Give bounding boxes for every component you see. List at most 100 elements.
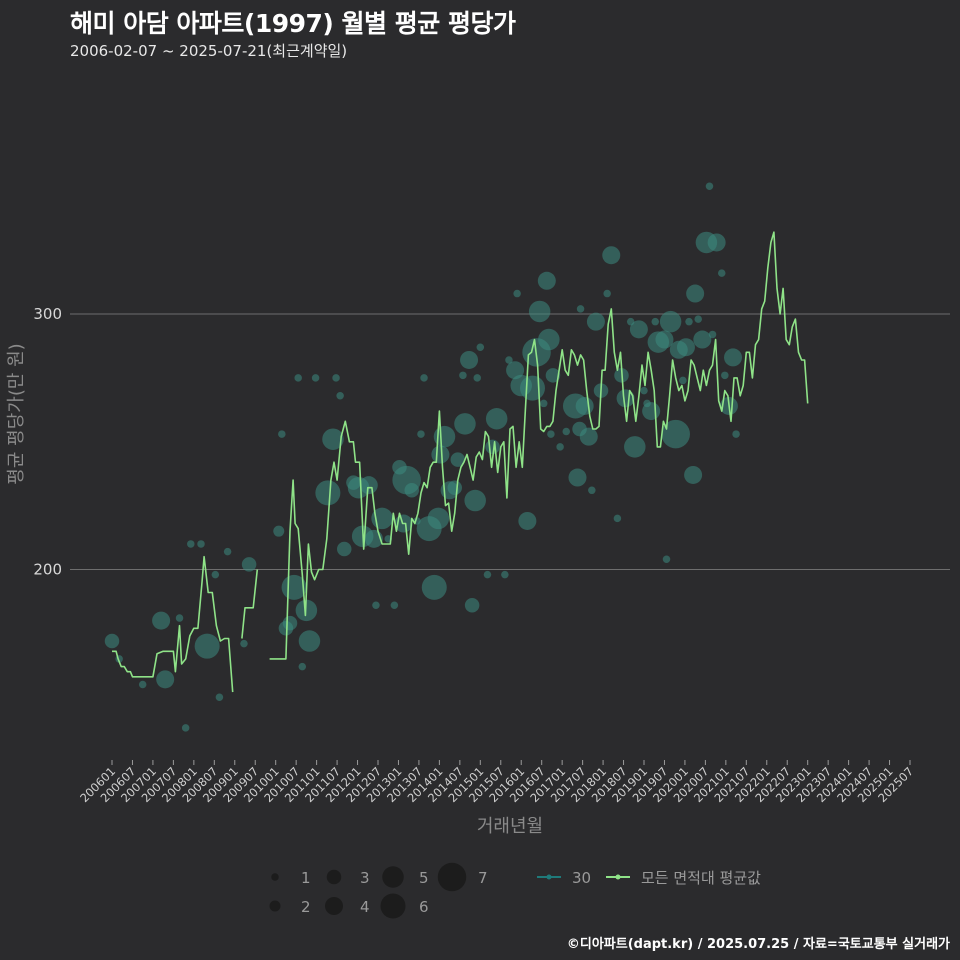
bubble-point xyxy=(655,330,674,349)
bubble-point xyxy=(662,555,671,564)
y-tick-layer: 200 300 xyxy=(33,305,62,579)
source-credit: ©디아파트(dapt.kr) / 2025.07.25 / 자료=국토교통부 실… xyxy=(566,937,950,952)
bubble-point xyxy=(576,305,585,313)
bubble-point xyxy=(556,443,564,451)
bubble-point xyxy=(568,468,587,487)
bubble-point xyxy=(459,371,467,380)
bubble-point xyxy=(336,541,352,557)
bubble-point xyxy=(322,428,344,450)
bubble-point xyxy=(315,480,341,506)
bubble-point xyxy=(464,598,480,613)
bubble-point xyxy=(693,330,712,349)
legend: 1 2 3 4 5 6 7 30 모든 면적대 평균값 xyxy=(269,862,761,919)
bubble-point xyxy=(390,601,399,610)
bubble-point xyxy=(211,570,220,579)
bubble-point xyxy=(215,693,224,701)
bubble-point xyxy=(676,338,695,357)
bubble-point xyxy=(298,662,307,671)
bubble-point xyxy=(404,483,420,498)
bubble-point xyxy=(501,570,509,579)
bubble-point xyxy=(545,368,561,383)
bubble-point xyxy=(485,408,508,430)
bubble-point xyxy=(539,399,548,408)
bubble-point xyxy=(629,320,648,339)
average-line-segment xyxy=(112,555,234,693)
legend-size-label: 4 xyxy=(360,898,370,916)
bubble-point xyxy=(732,430,740,438)
legend-area-label: 30 xyxy=(572,869,591,887)
legend-size-circle xyxy=(437,862,467,892)
x-tick-layer: 2006012006072007012007072008012008072009… xyxy=(77,760,916,805)
bubble-point xyxy=(686,284,705,303)
bubble-point xyxy=(519,375,545,401)
legend-size-circle xyxy=(380,893,406,919)
bubble-point xyxy=(298,630,321,652)
y-tick-label: 200 xyxy=(33,561,62,579)
bubble-point xyxy=(431,445,450,464)
bubble-point xyxy=(273,525,285,537)
bubble-point xyxy=(721,371,729,380)
bubble-point xyxy=(679,376,687,385)
bubble-point xyxy=(505,356,513,364)
bubble-point xyxy=(538,328,560,351)
grid-layer xyxy=(70,313,950,570)
bubble-point xyxy=(724,348,743,367)
bubble-point xyxy=(194,633,220,659)
legend-size-label: 7 xyxy=(478,869,488,887)
bubble-point xyxy=(336,392,344,400)
bubble-point xyxy=(450,452,466,467)
bubble-point xyxy=(616,389,635,408)
bubble-point xyxy=(661,419,690,449)
bubble-point xyxy=(187,540,195,548)
x-axis-title: 거래년월 xyxy=(477,816,543,837)
bubble-point xyxy=(433,425,456,448)
bubble-point xyxy=(282,615,298,631)
legend-size-circle xyxy=(269,900,281,912)
y-axis-title: 평균 평당가(만 원) xyxy=(6,343,27,484)
bubble-point xyxy=(579,427,598,446)
bubble-point xyxy=(518,511,537,530)
bubble-point xyxy=(547,430,555,438)
average-line-segment xyxy=(269,231,809,660)
bubble-point xyxy=(294,374,302,382)
bubble-point xyxy=(588,486,596,495)
bubble-point xyxy=(417,430,425,438)
bubble-point xyxy=(586,312,605,331)
legend-size-label: 6 xyxy=(419,898,429,916)
legend-size-label: 1 xyxy=(301,869,311,887)
bubble-point xyxy=(372,601,380,610)
bubble-point xyxy=(528,300,551,323)
bubble-point xyxy=(427,507,450,530)
bubble-point xyxy=(718,269,726,277)
bubble-point xyxy=(705,182,714,190)
bubble-point xyxy=(152,611,171,630)
legend-size-circle xyxy=(325,897,343,915)
bubble-point xyxy=(240,639,248,648)
bubble-point xyxy=(613,514,622,523)
bubble-point xyxy=(575,396,594,415)
bubble-point xyxy=(421,574,447,600)
bubble-point xyxy=(659,310,682,333)
bubble-point xyxy=(513,289,521,298)
bubble-point xyxy=(138,680,147,689)
bubble-point xyxy=(420,374,428,382)
legend-size-label: 2 xyxy=(301,898,311,916)
bubble-point xyxy=(685,317,693,326)
bubble-point xyxy=(460,350,479,369)
legend-size-circle xyxy=(326,869,342,885)
bubble-point xyxy=(640,386,648,395)
bubble-point xyxy=(485,439,500,455)
bubble-point xyxy=(332,374,340,382)
bubble-point xyxy=(624,436,646,458)
bubble-point xyxy=(707,233,726,252)
legend-avg-dot xyxy=(615,874,621,880)
legend-size-circle xyxy=(271,873,279,881)
average-line-segment xyxy=(241,569,259,639)
line-layer xyxy=(112,231,809,693)
bubble-point xyxy=(175,614,184,622)
bubble-point xyxy=(562,427,570,436)
legend-size-label: 3 xyxy=(360,869,370,887)
bubble-point xyxy=(181,724,190,732)
bubble-point xyxy=(642,402,661,421)
bubble-point xyxy=(223,547,232,556)
